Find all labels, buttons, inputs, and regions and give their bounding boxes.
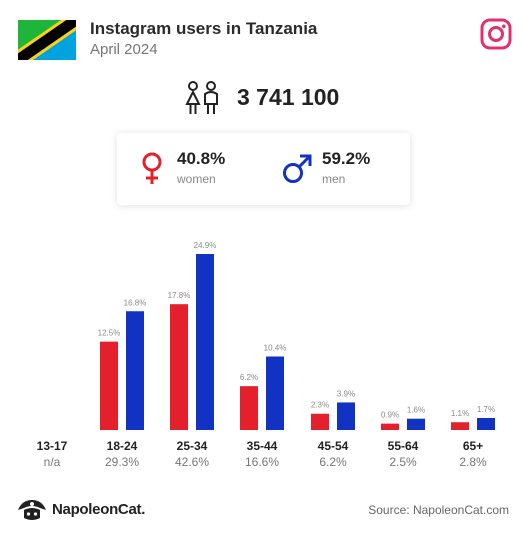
category-label-35-44: 35-44 xyxy=(247,439,278,453)
data-label-men-35-44: 10.4% xyxy=(264,343,287,352)
bar-women-45-54 xyxy=(311,413,329,430)
data-label-men-45-54: 3.9% xyxy=(337,389,355,398)
category-total-55-64: 2.5% xyxy=(389,455,417,469)
page-title: Instagram users in Tanzania xyxy=(90,19,318,38)
category-label-13-17: 13-17 xyxy=(37,439,68,453)
category-total-35-44: 16.6% xyxy=(245,455,279,469)
bar-men-55-64 xyxy=(407,418,425,430)
bar-women-25-34 xyxy=(170,304,188,430)
bar-men-25-34 xyxy=(196,254,214,430)
total-users: 3 741 100 xyxy=(183,80,383,116)
female-symbol-icon xyxy=(142,152,162,184)
data-label-women-55-64: 0.9% xyxy=(381,411,399,420)
people-icon xyxy=(185,81,218,114)
bar-men-45-54 xyxy=(337,402,355,430)
tanzania-flag-icon xyxy=(18,20,76,60)
category-label-45-54: 45-54 xyxy=(318,439,349,453)
header: Instagram users in Tanzania April 2024 xyxy=(18,18,512,62)
category-total-25-34: 42.6% xyxy=(175,455,209,469)
men-label: men xyxy=(322,172,346,186)
bar-men-65+ xyxy=(477,417,495,430)
bar-men-18-24 xyxy=(126,311,144,430)
category-total-13-17: n/a xyxy=(44,455,61,469)
source-note: Source: NapoleonCat.com xyxy=(368,503,509,517)
page-subtitle: April 2024 xyxy=(90,41,158,58)
men-share: 59.2% men xyxy=(282,149,412,191)
data-label-women-35-44: 6.2% xyxy=(240,373,258,382)
bar-women-65+ xyxy=(451,422,469,430)
data-label-men-65+: 1.7% xyxy=(477,405,495,414)
napoleoncat-logo-text: NapoleonCat. xyxy=(52,501,146,518)
bar-women-18-24 xyxy=(100,341,118,430)
category-label-25-34: 25-34 xyxy=(177,439,208,453)
bar-men-35-44 xyxy=(266,356,284,430)
data-label-women-25-34: 17.8% xyxy=(168,291,191,300)
women-label: women xyxy=(177,172,216,186)
age-gender-bar-chart: 13-17 n/a 12.5% 16.8% 18-24 29.3% 17.8% 24.9% 25… xyxy=(37,241,495,469)
data-label-men-25-34: 24.9% xyxy=(194,241,217,250)
category-total-18-24: 29.3% xyxy=(105,455,139,469)
data-label-women-45-54: 2.3% xyxy=(311,401,329,410)
total-users-value: 3 741 100 xyxy=(237,84,340,110)
bar-women-55-64 xyxy=(381,423,399,430)
male-symbol-icon xyxy=(283,154,312,183)
napoleoncat-logo-icon xyxy=(18,500,46,520)
data-label-women-18-24: 12.5% xyxy=(98,329,121,338)
gender-split-card: 40.8% women 59.2% men xyxy=(117,133,410,205)
instagram-icon xyxy=(480,18,512,50)
women-percent: 40.8% xyxy=(177,149,226,168)
napoleoncat-logo: NapoleonCat. xyxy=(16,496,166,524)
category-label-65+: 65+ xyxy=(463,439,483,453)
data-label-women-65+: 1.1% xyxy=(451,409,469,418)
women-share: 40.8% women xyxy=(137,149,267,191)
data-label-men-55-64: 1.6% xyxy=(407,406,425,415)
bar-women-35-44 xyxy=(240,386,258,430)
men-percent: 59.2% xyxy=(322,149,371,168)
category-total-65+: 2.8% xyxy=(459,455,487,469)
category-label-18-24: 18-24 xyxy=(107,439,138,453)
category-label-55-64: 55-64 xyxy=(388,439,419,453)
data-label-men-18-24: 16.8% xyxy=(124,298,147,307)
category-total-45-54: 6.2% xyxy=(319,455,347,469)
